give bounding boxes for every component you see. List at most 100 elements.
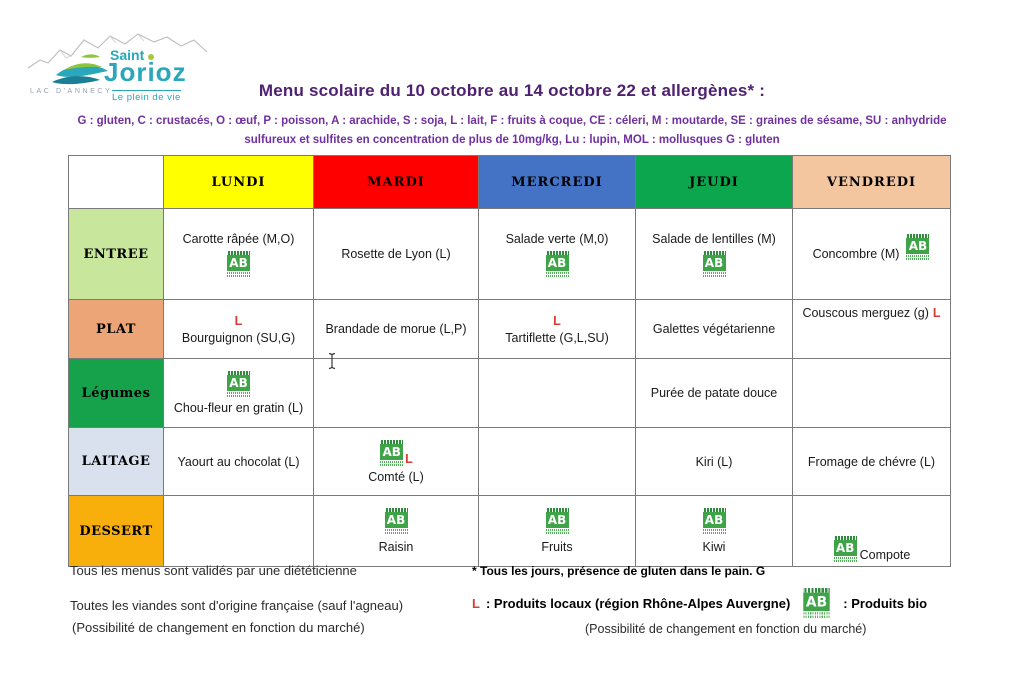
cell-mardi-entree: Rosette de Lyon (L) bbox=[313, 208, 479, 300]
dish-name: Brandade de morue (L,P) bbox=[325, 322, 467, 336]
cell-lundi-dessert bbox=[163, 495, 314, 567]
cell-mercredi-plat: L Tartiflette (G,L,SU) bbox=[478, 299, 636, 359]
text-cursor-icon bbox=[328, 352, 336, 370]
day-header-jeudi: JEUDI bbox=[635, 155, 793, 209]
dish-name: Rosette de Lyon (L) bbox=[341, 247, 451, 261]
local-product-marker: L bbox=[932, 306, 941, 320]
dish-name: Tartiflette (G,L,SU) bbox=[505, 330, 609, 345]
dish-name: Fromage de chévre (L) bbox=[807, 454, 936, 469]
row-label-legumes: Légumes bbox=[68, 358, 164, 428]
dish-name: Galettes végétarienne bbox=[652, 322, 776, 336]
cell-mardi-laitage: AB L Comté (L) bbox=[313, 427, 479, 496]
row-legumes: Légumes AB Chou-fleur en gratin (L) Puré… bbox=[68, 358, 951, 428]
cell-vendredi-legumes bbox=[792, 358, 951, 428]
logo-jorioz-text: Jorioz bbox=[104, 57, 187, 87]
dish-name: Bourguignon (SU,G) bbox=[181, 330, 296, 345]
ab-bio-icon: AB bbox=[833, 536, 858, 562]
cell-lundi-entree: Carotte râpée (M,O) AB bbox=[163, 208, 314, 300]
logo-dot bbox=[148, 54, 155, 60]
cell-mercredi-laitage bbox=[478, 427, 636, 496]
row-dessert: DESSERT AB Raisin AB Fruits AB Kiwi AB C… bbox=[68, 495, 951, 567]
logo-saint-text: Saint bbox=[110, 47, 155, 63]
dish-name: Chou-fleur en gratin (L) bbox=[173, 401, 304, 415]
dish-name: Yaourt au chocolat (L) bbox=[177, 454, 300, 469]
row-label-entree: ENTREE bbox=[68, 208, 164, 300]
logo-lac-annecy-text: LAC D'ANNECY bbox=[30, 88, 113, 95]
local-product-marker: L bbox=[234, 313, 243, 328]
dish-name: Compote bbox=[859, 548, 911, 562]
row-label-plat: PLAT bbox=[68, 299, 164, 359]
market-change-note-left: (Possibilité de changement en fonction d… bbox=[72, 620, 365, 635]
row-entree: ENTREE Carotte râpée (M,O) AB Rosette de… bbox=[68, 208, 951, 300]
row-plat: PLAT L Bourguignon (SU,G) Brandade de mo… bbox=[68, 299, 951, 359]
cell-vendredi-laitage: Fromage de chévre (L) bbox=[792, 427, 951, 496]
allergen-legend: G : gluten, C : crustacés, O : œuf, P : … bbox=[0, 112, 1024, 150]
cell-lundi-legumes: AB Chou-fleur en gratin (L) bbox=[163, 358, 314, 428]
row-label-dessert: DESSERT bbox=[68, 495, 164, 567]
ab-bio-icon: AB bbox=[545, 250, 570, 277]
day-label: MARDI bbox=[367, 174, 425, 190]
saint-jorioz-logo: Saint Jorioz LAC D'ANNECY Le plein de vi… bbox=[26, 30, 211, 106]
dish-name: Salade verte (M,0) bbox=[505, 231, 609, 246]
day-label: MERCREDI bbox=[511, 174, 603, 190]
bio-products-note: : Produits bio bbox=[843, 595, 928, 611]
day-header-vendredi: VENDREDI bbox=[792, 155, 951, 209]
ab-bio-icon: AB bbox=[905, 234, 930, 260]
page-title: Menu scolaire du 10 octobre au 14 octobr… bbox=[258, 81, 766, 100]
local-product-marker: L bbox=[553, 313, 561, 328]
logo-tagline: Le plein de vie bbox=[112, 90, 181, 103]
cell-jeudi-legumes: Purée de patate douce bbox=[635, 358, 793, 428]
cell-jeudi-entree: Salade de lentilles (M) AB bbox=[635, 208, 793, 300]
dish-name: Fruits bbox=[541, 540, 573, 554]
meat-origin-note: Toutes les viandes sont d'origine frança… bbox=[70, 598, 404, 613]
ab-bio-icon: AB bbox=[384, 508, 409, 534]
cell-mardi-dessert: AB Raisin bbox=[313, 495, 479, 567]
dish-name: Couscous merguez (g) bbox=[802, 306, 929, 320]
ab-bio-icon: AB bbox=[226, 250, 251, 277]
menu-table: LUNDI MARDI MERCREDI JEUDI VENDREDI ENTR… bbox=[68, 155, 951, 567]
day-label: VENDREDI bbox=[826, 174, 917, 190]
cell-jeudi-dessert: AB Kiwi bbox=[635, 495, 793, 567]
cell-vendredi-dessert: AB Compote bbox=[792, 495, 951, 567]
corner-cell bbox=[68, 155, 164, 209]
ab-bio-icon: AB bbox=[802, 588, 831, 618]
cell-jeudi-plat: Galettes végétarienne bbox=[635, 299, 793, 359]
cell-mercredi-entree: Salade verte (M,0) AB bbox=[478, 208, 636, 300]
allergen-legend-line2: sulfureux et sulfites en concentration d… bbox=[244, 133, 780, 146]
dish-name: Raisin bbox=[378, 540, 414, 554]
dish-name: Kiri (L) bbox=[695, 454, 733, 469]
dish-name: Salade de lentilles (M) bbox=[652, 231, 776, 246]
local-product-marker: L bbox=[405, 451, 413, 466]
cell-mercredi-dessert: AB Fruits bbox=[478, 495, 636, 567]
ab-bio-icon: AB bbox=[702, 250, 727, 277]
mountains-lake-icon bbox=[27, 33, 208, 85]
ab-bio-icon: AB bbox=[702, 508, 727, 534]
cell-vendredi-entree: Concombre (M) AB bbox=[792, 208, 951, 300]
ab-bio-icon: AB bbox=[545, 508, 570, 534]
local-product-marker: L bbox=[472, 595, 480, 611]
day-header-mercredi: MERCREDI bbox=[478, 155, 636, 209]
day-header-mardi: MARDI bbox=[313, 155, 479, 209]
allergen-legend-line1: G : gluten, C : crustacés, O : œuf, P : … bbox=[77, 115, 947, 127]
cell-mardi-plat: Brandade de morue (L,P) bbox=[313, 299, 479, 359]
cell-lundi-plat: L Bourguignon (SU,G) bbox=[163, 299, 314, 359]
cell-mercredi-legumes bbox=[478, 358, 636, 428]
cell-jeudi-laitage: Kiri (L) bbox=[635, 427, 793, 496]
day-label: JEUDI bbox=[689, 174, 739, 190]
dish-name: Concombre (M) bbox=[812, 247, 900, 261]
day-label: LUNDI bbox=[211, 174, 266, 190]
cell-mardi-legumes bbox=[313, 358, 479, 428]
local-bio-legend: L : Produits locaux (région Rhône-Alpes … bbox=[472, 588, 928, 618]
ab-bio-icon: AB bbox=[226, 371, 251, 397]
ab-bio-icon: AB bbox=[379, 439, 404, 466]
validated-note: Tous les menus sont validés par une diét… bbox=[70, 563, 357, 578]
gluten-footnote: * Tous les jours, présence de gluten dan… bbox=[472, 564, 766, 578]
local-products-note: : Produits locaux (région Rhône-Alpes Au… bbox=[485, 595, 791, 611]
day-header-lundi: LUNDI bbox=[163, 155, 314, 209]
cell-vendredi-plat: Couscous merguez (g) L bbox=[792, 299, 951, 359]
dish-name: Purée de patate douce bbox=[650, 386, 778, 400]
dish-name: Kiwi bbox=[702, 540, 726, 554]
day-header-row: LUNDI MARDI MERCREDI JEUDI VENDREDI bbox=[68, 155, 951, 209]
row-laitage: LAITAGE Yaourt au chocolat (L) AB L Comt… bbox=[68, 427, 951, 496]
cell-lundi-laitage: Yaourt au chocolat (L) bbox=[163, 427, 314, 496]
